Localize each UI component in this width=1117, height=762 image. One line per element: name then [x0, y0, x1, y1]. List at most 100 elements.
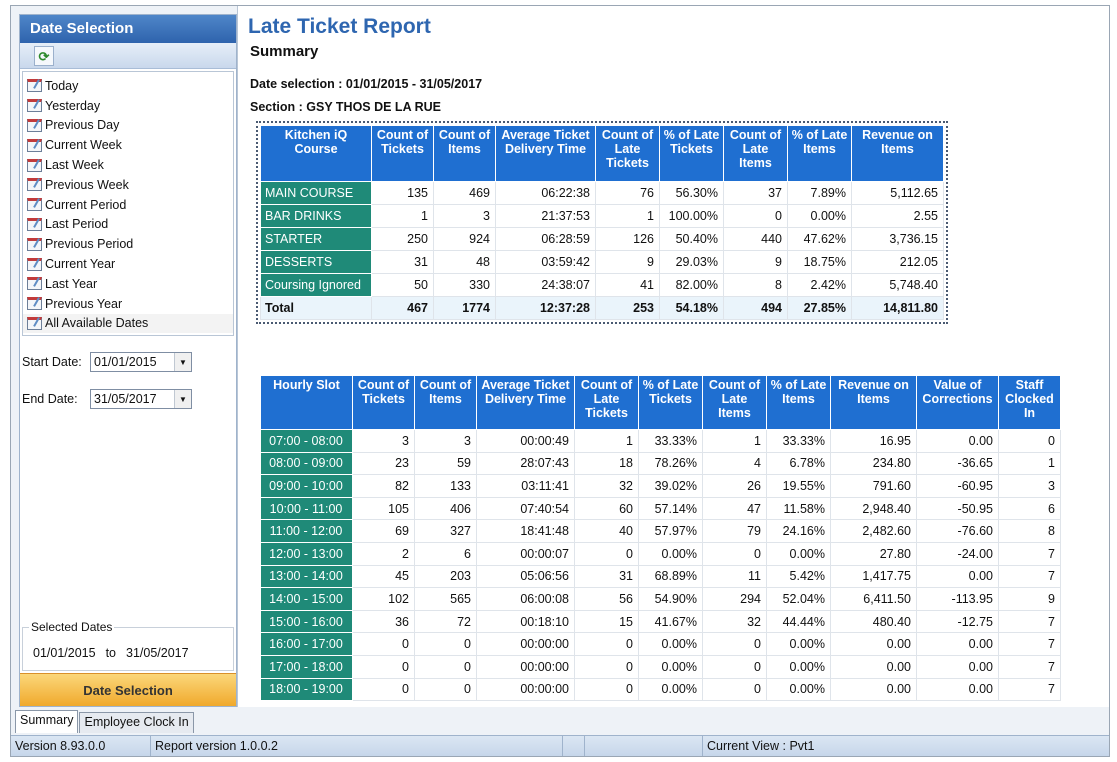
selected-dates-group: Selected Dates 01/01/2015 to 31/05/2017	[22, 620, 234, 671]
date-option[interactable]: Previous Period	[23, 234, 233, 254]
end-date-combo[interactable]: 31/05/2017 ▼	[90, 389, 192, 409]
table-cell: 2,482.60	[830, 519, 917, 543]
app-window: Date Selection ⟳ Today Yesterday Previous …	[10, 5, 1110, 757]
table-cell: 00:18:10	[476, 609, 575, 634]
table-cell: 48	[433, 250, 496, 274]
table-cell: 44.44%	[766, 609, 831, 634]
date-option[interactable]: Last Year	[23, 274, 233, 294]
total-row: Total 467 1774 12:37:28 253 54.18% 494 27.85% 14…	[260, 296, 944, 320]
end-date-value: 31/05/2017	[94, 392, 157, 406]
tab-summary[interactable]: Summary	[15, 710, 79, 733]
table-cell: 0	[574, 541, 639, 566]
table-cell: 32	[702, 609, 767, 634]
row-label: BAR DRINKS	[260, 204, 372, 228]
table-cell: 0.00%	[638, 654, 703, 679]
column-header: Count of Late Tickets	[574, 375, 639, 430]
table-cell: 57.14%	[638, 496, 703, 521]
table-row: BAR DRINKS 1 3 21:37:53 1 100.00% 0 0.00% 2.55	[260, 204, 944, 228]
table-cell: 7	[998, 609, 1061, 634]
table-cell: 0.00	[916, 429, 999, 453]
date-option-label: Yesterday	[45, 98, 101, 113]
table-cell: 29.03%	[659, 250, 724, 274]
date-option[interactable]: Today	[23, 76, 233, 96]
table-cell: 133	[414, 474, 477, 498]
table-cell: 03:59:42	[495, 250, 596, 274]
table-cell: 0	[574, 677, 639, 702]
refresh-button[interactable]: ⟳	[34, 46, 54, 66]
total-cell: 494	[723, 296, 788, 320]
calendar-icon	[27, 178, 42, 192]
column-header: % of Late Items	[787, 125, 852, 182]
table-row: 16:00 - 17:00 0 0 00:00:00 0 0.00% 0 0.00% 0.00 0…	[260, 632, 1061, 656]
date-option[interactable]: Current Period	[23, 195, 233, 215]
date-option[interactable]: Previous Day	[23, 116, 233, 136]
date-option[interactable]: Last Week	[23, 155, 233, 175]
calendar-icon	[27, 257, 42, 271]
table-cell: 0	[998, 429, 1061, 453]
chevron-down-icon[interactable]: ▼	[174, 353, 191, 371]
date-option-label: Previous Period	[45, 237, 134, 252]
table-cell: 0	[702, 677, 767, 702]
table-cell: 0.00	[830, 654, 917, 679]
column-header: Count of Late Items	[702, 375, 767, 430]
table-cell: 33.33%	[766, 429, 831, 453]
date-option-label: Current Year	[45, 257, 116, 272]
date-option[interactable]: All Available Dates	[23, 313, 233, 334]
status-version: Version 8.93.0.0	[11, 736, 151, 756]
table-cell: 0	[414, 654, 477, 679]
date-option[interactable]: Yesterday	[23, 96, 233, 116]
date-option-list: Today Yesterday Previous Day Current Week La…	[22, 71, 234, 336]
table-cell: 0	[414, 632, 477, 656]
table-cell: 4	[702, 451, 767, 476]
date-selection-button[interactable]: Date Selection	[20, 673, 236, 706]
table-cell: 56	[574, 587, 639, 611]
table-cell: 54.90%	[638, 587, 703, 611]
tab-employee-clock-in[interactable]: Employee Clock In	[79, 712, 194, 733]
table-row: 14:00 - 15:00 102 565 06:00:08 56 54.90% 294 52…	[260, 587, 1061, 611]
date-option[interactable]: Current Year	[23, 254, 233, 274]
table-row: STARTER 250 924 06:28:59 126 50.40% 440 47.62% 3…	[260, 227, 944, 251]
table-row: 17:00 - 18:00 0 0 00:00:00 0 0.00% 0 0.00% 0.00 0…	[260, 654, 1061, 679]
chevron-down-icon[interactable]: ▼	[174, 390, 191, 408]
date-option[interactable]: Current Week	[23, 135, 233, 155]
date-option-label: Today	[45, 78, 79, 93]
table-cell: 7	[998, 564, 1061, 589]
table-cell: 57.97%	[638, 519, 703, 543]
row-label: 09:00 - 10:00	[260, 474, 353, 498]
table-cell: 39.02%	[638, 474, 703, 498]
table-cell: 105	[352, 496, 415, 521]
table-row: 08:00 - 09:00 23 59 28:07:43 18 78.26% 4 6.78% 2…	[260, 451, 1061, 476]
table-cell: 5.42%	[766, 564, 831, 589]
table-cell: 40	[574, 519, 639, 543]
table-cell: 6	[998, 496, 1061, 521]
table-cell: 0	[702, 632, 767, 656]
date-option-label: Last Year	[45, 276, 98, 291]
calendar-icon	[27, 138, 42, 152]
table-cell: 0.00%	[766, 541, 831, 566]
row-label: 18:00 - 19:00	[260, 677, 353, 702]
date-option[interactable]: Last Period	[23, 215, 233, 235]
date-option[interactable]: Previous Year	[23, 294, 233, 314]
table-cell: 234.80	[830, 451, 917, 476]
date-option[interactable]: Previous Week	[23, 175, 233, 195]
table-cell: 100.00%	[659, 204, 724, 228]
table-cell: 18	[574, 451, 639, 476]
start-date-combo[interactable]: 01/01/2015 ▼	[90, 352, 192, 372]
table-cell: 406	[414, 496, 477, 521]
table-row: 07:00 - 08:00 3 3 00:00:49 1 33.33% 1 33.33% 16.…	[260, 429, 1061, 453]
table-cell: 1	[595, 204, 660, 228]
hourly-table: Hourly Slot Count of Tickets Count of Item…	[260, 375, 1061, 702]
table-row: Coursing Ignored 50 330 24:38:07 41 82.00% 8 2.…	[260, 273, 944, 297]
table-cell: 00:00:00	[476, 677, 575, 702]
table-cell: 00:00:49	[476, 429, 575, 453]
column-header: Hourly Slot	[260, 375, 353, 430]
total-cell: 14,811.80	[851, 296, 944, 320]
date-option-label: Previous Day	[45, 118, 120, 133]
table-row: 12:00 - 13:00 2 6 00:00:07 0 0.00% 0 0.00% 27.80…	[260, 541, 1061, 566]
table-row: 09:00 - 10:00 82 133 03:11:41 32 39.02% 26 19.5…	[260, 474, 1061, 498]
table-cell: 102	[352, 587, 415, 611]
table-cell: 15	[574, 609, 639, 634]
table-cell: 6,411.50	[830, 587, 917, 611]
table-cell: 31	[574, 564, 639, 589]
column-header: Value of Corrections	[916, 375, 999, 430]
